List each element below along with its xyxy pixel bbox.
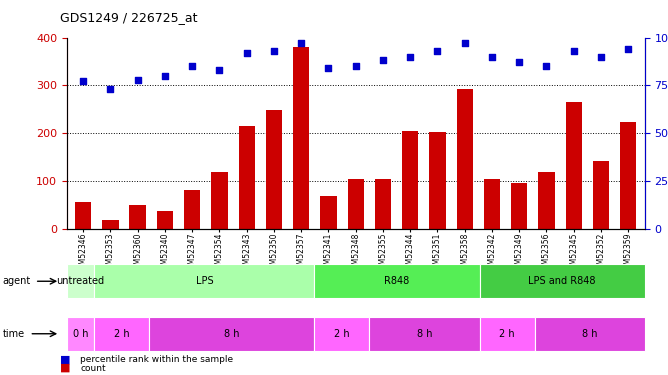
Point — [105, 86, 116, 92]
Text: 8 h: 8 h — [224, 329, 240, 339]
Point — [377, 57, 388, 63]
Bar — [375, 178, 391, 229]
Text: LPS: LPS — [196, 276, 213, 286]
Bar — [566, 102, 582, 229]
Point — [77, 78, 88, 84]
Point — [269, 48, 279, 54]
Bar — [157, 211, 173, 229]
Point — [541, 63, 552, 69]
Point — [132, 76, 143, 82]
Point — [296, 40, 307, 46]
Bar — [402, 131, 418, 229]
Text: 2 h: 2 h — [499, 329, 515, 339]
Point — [241, 50, 252, 56]
Text: 2 h: 2 h — [334, 329, 350, 339]
Bar — [266, 110, 282, 229]
Bar — [211, 172, 228, 229]
Text: time: time — [3, 329, 25, 339]
Point — [487, 54, 498, 60]
Text: ■: ■ — [60, 363, 71, 373]
Text: agent: agent — [3, 276, 31, 286]
Bar — [184, 189, 200, 229]
Text: percentile rank within the sample: percentile rank within the sample — [80, 356, 233, 364]
Point — [432, 48, 443, 54]
Text: untreated: untreated — [57, 276, 105, 286]
Text: ■: ■ — [60, 354, 71, 364]
Point — [460, 40, 470, 46]
Bar — [620, 122, 637, 229]
Bar — [538, 172, 554, 229]
Text: 8 h: 8 h — [582, 329, 597, 339]
Point — [187, 63, 198, 69]
Point — [214, 67, 224, 73]
Bar — [130, 205, 146, 229]
Point — [568, 48, 579, 54]
Bar — [456, 88, 473, 229]
Bar — [75, 202, 92, 229]
Bar — [430, 132, 446, 229]
Bar — [293, 47, 309, 229]
Point — [160, 73, 170, 79]
Text: 2 h: 2 h — [114, 329, 130, 339]
Bar — [347, 178, 364, 229]
Text: 8 h: 8 h — [417, 329, 432, 339]
Text: R848: R848 — [384, 276, 409, 286]
Point — [514, 59, 524, 65]
Bar — [593, 161, 609, 229]
Point — [596, 54, 607, 60]
Text: 0 h: 0 h — [73, 329, 88, 339]
Point — [351, 63, 361, 69]
Bar — [484, 178, 500, 229]
Bar — [320, 196, 337, 229]
Bar — [102, 220, 119, 229]
Point — [323, 65, 334, 71]
Text: count: count — [80, 364, 106, 373]
Point — [623, 46, 634, 52]
Text: GDS1249 / 226725_at: GDS1249 / 226725_at — [60, 11, 198, 24]
Bar — [511, 183, 528, 229]
Text: LPS and R848: LPS and R848 — [528, 276, 596, 286]
Bar — [238, 126, 255, 229]
Point — [405, 54, 415, 60]
